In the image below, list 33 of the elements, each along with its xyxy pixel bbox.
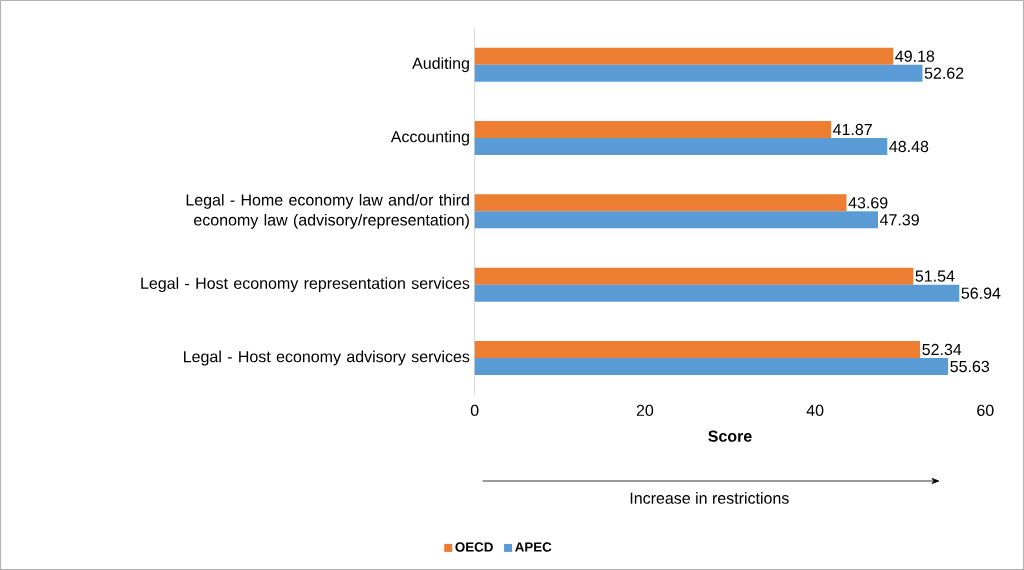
bar — [474, 121, 832, 138]
bar — [474, 284, 960, 302]
bar — [474, 64, 923, 82]
x-tick-label: 60 — [977, 404, 994, 417]
data-label: 56.94 — [961, 287, 1001, 299]
bar — [474, 357, 949, 375]
y-tick-label: Auditing — [412, 57, 469, 73]
y-tick-label: Legal - Host economy advisory services — [184, 350, 470, 366]
bar — [474, 211, 878, 229]
data-label: 43.69 — [848, 197, 888, 209]
bar — [474, 194, 847, 212]
bar — [474, 47, 894, 65]
data-label: 51.54 — [915, 270, 955, 282]
bar — [474, 138, 888, 155]
bar — [474, 267, 914, 285]
bar — [474, 340, 921, 358]
data-label: 52.34 — [922, 343, 962, 356]
data-label: 41.87 — [832, 123, 872, 136]
legend-label: OECD — [455, 542, 493, 552]
y-tick-label: Legal - Host economy representation services — [141, 277, 470, 293]
y-tick-label: Legal - Home economy law and/or third economy law (advisory/representation) — [186, 193, 469, 229]
data-label: 52.62 — [924, 67, 964, 79]
data-label: 49.18 — [895, 50, 935, 62]
y-tick-label: Accounting — [390, 130, 469, 146]
x-tick-label: 0 — [470, 404, 479, 417]
data-label: 48.48 — [889, 140, 929, 153]
text: Increase in restrictions — [630, 492, 789, 504]
data-label: 55.63 — [950, 360, 990, 373]
x-tick-label: 40 — [806, 404, 824, 417]
legend-label: APEC — [515, 542, 552, 552]
x-tick-label: 20 — [636, 404, 654, 417]
x-axis-title: Score — [708, 430, 752, 442]
data-label: 47.39 — [879, 214, 919, 226]
